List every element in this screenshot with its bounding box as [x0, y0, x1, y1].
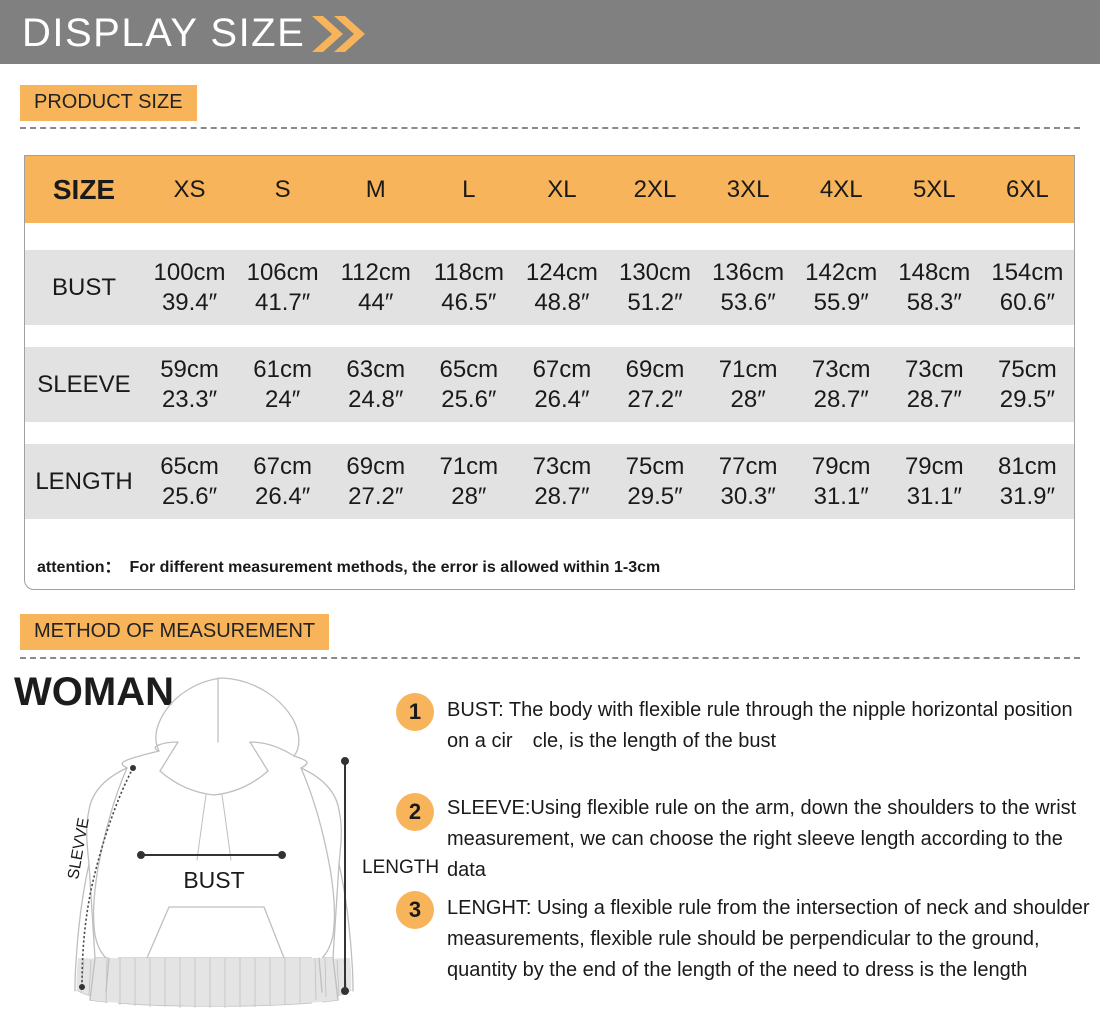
svg-text:LENGTH: LENGTH [362, 857, 439, 878]
svg-text:BUST: BUST [183, 867, 244, 893]
svg-text:SLEVVE: SLEVVE [65, 816, 93, 880]
